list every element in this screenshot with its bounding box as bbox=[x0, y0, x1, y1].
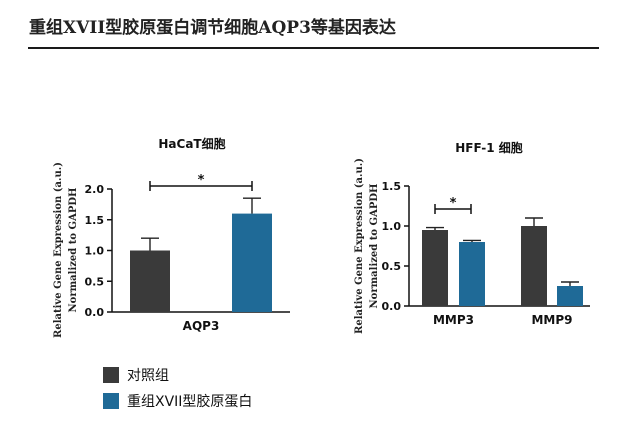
legend-swatch-treatment bbox=[103, 393, 119, 409]
chart2-category-label-0: MMP3 bbox=[433, 313, 474, 327]
chart1-ytick-label-1: 0.5 bbox=[85, 275, 105, 288]
legend-item-treatment: 重组XVII型胶原蛋白 bbox=[103, 392, 252, 410]
chart2-title: HFF-1 细胞 bbox=[455, 140, 523, 155]
chart2-bar-mmp9-control bbox=[521, 226, 547, 306]
chart1-ylabel-line1: Relative Gene Expression (a.u.) bbox=[53, 162, 64, 338]
chart1-bar-aqp3-treatment bbox=[232, 213, 272, 312]
chart1-ytick-label-4: 2.0 bbox=[85, 183, 105, 196]
chart2-bar-mmp3-treatment bbox=[459, 242, 485, 306]
chart1-ylabel-line2: Normalized to GAPDH bbox=[68, 188, 79, 313]
chart1-ytick-label-2: 1.0 bbox=[85, 245, 105, 258]
chart1-bar-aqp3-control bbox=[130, 250, 170, 312]
chart2-ylabel-line2: Normalized to GAPDH bbox=[369, 184, 380, 309]
legend-label-treatment: 重组XVII型胶原蛋白 bbox=[127, 394, 253, 410]
chart2-sig-star: * bbox=[450, 196, 457, 211]
chart1-sig-star: * bbox=[198, 173, 205, 188]
legend-item-control: 对照组 bbox=[103, 366, 169, 384]
chart2-ytick-label-3: 1.5 bbox=[382, 180, 402, 193]
chart2-bar-mmp3-control bbox=[422, 230, 448, 306]
legend-label-control: 对照组 bbox=[127, 368, 169, 384]
chart2-ylabel-line1: Relative Gene Expression (a.u.) bbox=[354, 158, 365, 334]
page-title: 重组XVII型胶原蛋白调节细胞AQP3等基因表达 bbox=[29, 18, 396, 38]
chart1-ytick-label-0: 0.0 bbox=[85, 306, 105, 319]
chart2-ytick-label-2: 1.0 bbox=[382, 220, 402, 233]
chart1-title: HaCaT细胞 bbox=[158, 136, 225, 151]
chart2-bar-mmp9-treatment bbox=[557, 286, 583, 306]
chart2-ytick-label-0: 0.0 bbox=[382, 300, 402, 313]
chart2-ytick-label-1: 0.5 bbox=[382, 260, 402, 273]
chart1-category-label-0: AQP3 bbox=[183, 319, 220, 333]
title-divider bbox=[28, 47, 599, 49]
chart1-ytick-label-3: 1.5 bbox=[85, 214, 105, 227]
chart2-category-label-1: MMP9 bbox=[531, 313, 572, 327]
legend-swatch-control bbox=[103, 367, 119, 383]
